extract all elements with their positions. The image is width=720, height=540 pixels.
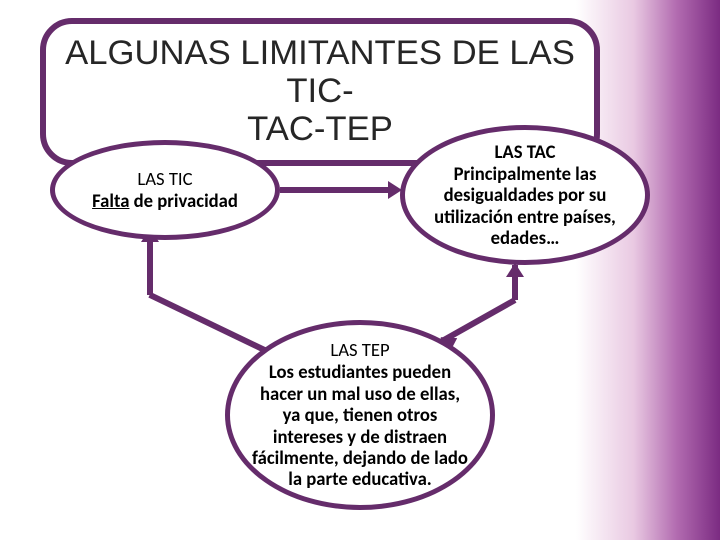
bubble-tep-title: LAS TEP	[330, 339, 389, 362]
title-line2: TAC-TEP	[247, 110, 393, 148]
title-line1: ALGUNAS LIMITANTES DE LAS TIC-	[65, 34, 575, 110]
arrow-tac-tep-head-start	[506, 263, 524, 277]
slide-canvas: ALGUNAS LIMITANTES DE LAS TIC- TAC-TEP L…	[0, 0, 720, 540]
bubble-tac: LAS TAC Principalmente las desigualdades…	[400, 125, 650, 265]
bubble-tac-title: LAS TAC	[495, 141, 556, 164]
bubble-tep-body: Los estudiantes pueden hacer un mal uso …	[252, 362, 468, 491]
arrow-tic-tac-shaft	[280, 187, 390, 193]
bubble-tep: LAS TEP Los estudiantes pueden hacer un …	[225, 320, 495, 510]
bubble-tic: LAS TIC Falta de privacidad	[50, 140, 280, 240]
arrow-tep-tic-seg2	[147, 240, 153, 295]
bubble-tic-body: Falta de privacidad	[92, 191, 238, 212]
arrow-tep-tic-seg1	[149, 292, 277, 357]
bubble-tic-title: LAS TIC	[137, 168, 192, 191]
bubble-tac-body: Principalmente las desigualdades por su …	[427, 164, 623, 250]
bubble-tic-body-rest: de privacidad	[129, 190, 237, 213]
bubble-tic-underline: Falta	[92, 190, 129, 213]
